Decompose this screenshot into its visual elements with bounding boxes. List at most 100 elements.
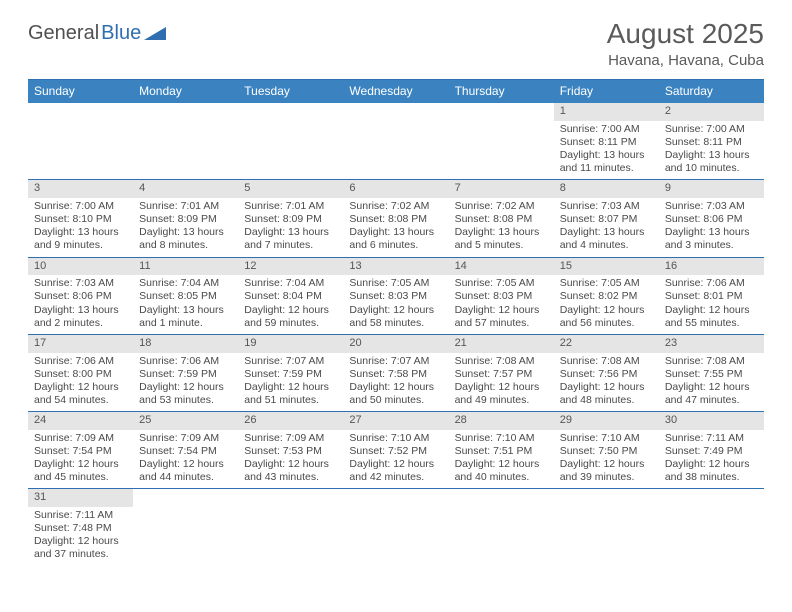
page-title: August 2025 <box>607 18 764 50</box>
day-number: 31 <box>28 489 133 507</box>
day-number: 16 <box>659 258 764 276</box>
week-row: .....1Sunrise: 7:00 AMSunset: 8:11 PMDay… <box>28 103 764 180</box>
day-cell: 29Sunrise: 7:10 AMSunset: 7:50 PMDayligh… <box>554 412 659 488</box>
day-number: 9 <box>659 180 764 198</box>
empty-cell: . <box>343 103 448 179</box>
title-block: August 2025 Havana, Havana, Cuba <box>607 18 764 69</box>
week-row: 24Sunrise: 7:09 AMSunset: 7:54 PMDayligh… <box>28 412 764 489</box>
day-details: Sunrise: 7:08 AMSunset: 7:56 PMDaylight:… <box>554 353 659 412</box>
day-cell: 23Sunrise: 7:08 AMSunset: 7:55 PMDayligh… <box>659 335 764 411</box>
day-number: 19 <box>238 335 343 353</box>
empty-cell: . <box>28 103 133 179</box>
day-number: 2 <box>659 103 764 121</box>
day-cell: 31Sunrise: 7:11 AMSunset: 7:48 PMDayligh… <box>28 489 133 565</box>
day-cell: 28Sunrise: 7:10 AMSunset: 7:51 PMDayligh… <box>449 412 554 488</box>
weekday-header: Sunday <box>28 80 133 103</box>
day-number: 18 <box>133 335 238 353</box>
day-cell: 7Sunrise: 7:02 AMSunset: 8:08 PMDaylight… <box>449 180 554 256</box>
day-details: Sunrise: 7:09 AMSunset: 7:54 PMDaylight:… <box>28 430 133 489</box>
day-cell: 24Sunrise: 7:09 AMSunset: 7:54 PMDayligh… <box>28 412 133 488</box>
day-details: Sunrise: 7:02 AMSunset: 8:08 PMDaylight:… <box>449 198 554 257</box>
day-cell: 30Sunrise: 7:11 AMSunset: 7:49 PMDayligh… <box>659 412 764 488</box>
day-cell: 15Sunrise: 7:05 AMSunset: 8:02 PMDayligh… <box>554 258 659 334</box>
day-cell: 8Sunrise: 7:03 AMSunset: 8:07 PMDaylight… <box>554 180 659 256</box>
day-cell: 25Sunrise: 7:09 AMSunset: 7:54 PMDayligh… <box>133 412 238 488</box>
day-cell: 1Sunrise: 7:00 AMSunset: 8:11 PMDaylight… <box>554 103 659 179</box>
day-number: 5 <box>238 180 343 198</box>
day-details: Sunrise: 7:06 AMSunset: 8:01 PMDaylight:… <box>659 275 764 334</box>
day-number: 27 <box>343 412 448 430</box>
empty-cell: . <box>133 489 238 565</box>
day-details: Sunrise: 7:11 AMSunset: 7:49 PMDaylight:… <box>659 430 764 489</box>
day-details: Sunrise: 7:09 AMSunset: 7:53 PMDaylight:… <box>238 430 343 489</box>
calendar: SundayMondayTuesdayWednesdayThursdayFrid… <box>28 79 764 566</box>
day-details: Sunrise: 7:00 AMSunset: 8:11 PMDaylight:… <box>554 121 659 180</box>
day-details: Sunrise: 7:06 AMSunset: 8:00 PMDaylight:… <box>28 353 133 412</box>
day-details: Sunrise: 7:10 AMSunset: 7:52 PMDaylight:… <box>343 430 448 489</box>
day-cell: 20Sunrise: 7:07 AMSunset: 7:58 PMDayligh… <box>343 335 448 411</box>
weekday-header-row: SundayMondayTuesdayWednesdayThursdayFrid… <box>28 80 764 103</box>
day-number: 3 <box>28 180 133 198</box>
day-cell: 22Sunrise: 7:08 AMSunset: 7:56 PMDayligh… <box>554 335 659 411</box>
weekday-header: Wednesday <box>343 80 448 103</box>
day-number: 24 <box>28 412 133 430</box>
empty-cell: . <box>449 489 554 565</box>
day-details: Sunrise: 7:03 AMSunset: 8:07 PMDaylight:… <box>554 198 659 257</box>
empty-cell: . <box>659 489 764 565</box>
day-cell: 4Sunrise: 7:01 AMSunset: 8:09 PMDaylight… <box>133 180 238 256</box>
day-details: Sunrise: 7:08 AMSunset: 7:55 PMDaylight:… <box>659 353 764 412</box>
day-cell: 21Sunrise: 7:08 AMSunset: 7:57 PMDayligh… <box>449 335 554 411</box>
weekday-header: Tuesday <box>238 80 343 103</box>
brand-part2: Blue <box>101 22 141 45</box>
weekday-header: Thursday <box>449 80 554 103</box>
day-details: Sunrise: 7:03 AMSunset: 8:06 PMDaylight:… <box>28 275 133 334</box>
day-number: 8 <box>554 180 659 198</box>
day-cell: 19Sunrise: 7:07 AMSunset: 7:59 PMDayligh… <box>238 335 343 411</box>
day-number: 6 <box>343 180 448 198</box>
week-row: 3Sunrise: 7:00 AMSunset: 8:10 PMDaylight… <box>28 180 764 257</box>
day-number: 4 <box>133 180 238 198</box>
day-number: 26 <box>238 412 343 430</box>
location: Havana, Havana, Cuba <box>607 52 764 69</box>
week-row: 10Sunrise: 7:03 AMSunset: 8:06 PMDayligh… <box>28 258 764 335</box>
day-number: 17 <box>28 335 133 353</box>
day-cell: 27Sunrise: 7:10 AMSunset: 7:52 PMDayligh… <box>343 412 448 488</box>
day-cell: 11Sunrise: 7:04 AMSunset: 8:05 PMDayligh… <box>133 258 238 334</box>
empty-cell: . <box>238 489 343 565</box>
day-details: Sunrise: 7:00 AMSunset: 8:11 PMDaylight:… <box>659 121 764 180</box>
day-details: Sunrise: 7:05 AMSunset: 8:03 PMDaylight:… <box>343 275 448 334</box>
week-row: 31Sunrise: 7:11 AMSunset: 7:48 PMDayligh… <box>28 489 764 565</box>
day-number: 21 <box>449 335 554 353</box>
day-details: Sunrise: 7:09 AMSunset: 7:54 PMDaylight:… <box>133 430 238 489</box>
day-cell: 5Sunrise: 7:01 AMSunset: 8:09 PMDaylight… <box>238 180 343 256</box>
day-details: Sunrise: 7:03 AMSunset: 8:06 PMDaylight:… <box>659 198 764 257</box>
day-details: Sunrise: 7:05 AMSunset: 8:03 PMDaylight:… <box>449 275 554 334</box>
day-details: Sunrise: 7:10 AMSunset: 7:51 PMDaylight:… <box>449 430 554 489</box>
day-cell: 26Sunrise: 7:09 AMSunset: 7:53 PMDayligh… <box>238 412 343 488</box>
empty-cell: . <box>238 103 343 179</box>
day-details: Sunrise: 7:04 AMSunset: 8:05 PMDaylight:… <box>133 275 238 334</box>
day-number: 30 <box>659 412 764 430</box>
day-cell: 14Sunrise: 7:05 AMSunset: 8:03 PMDayligh… <box>449 258 554 334</box>
day-details: Sunrise: 7:08 AMSunset: 7:57 PMDaylight:… <box>449 353 554 412</box>
day-details: Sunrise: 7:05 AMSunset: 8:02 PMDaylight:… <box>554 275 659 334</box>
day-number: 29 <box>554 412 659 430</box>
day-cell: 17Sunrise: 7:06 AMSunset: 8:00 PMDayligh… <box>28 335 133 411</box>
day-cell: 18Sunrise: 7:06 AMSunset: 7:59 PMDayligh… <box>133 335 238 411</box>
day-details: Sunrise: 7:07 AMSunset: 7:59 PMDaylight:… <box>238 353 343 412</box>
weekday-header: Saturday <box>659 80 764 103</box>
day-cell: 9Sunrise: 7:03 AMSunset: 8:06 PMDaylight… <box>659 180 764 256</box>
empty-cell: . <box>554 489 659 565</box>
day-number: 12 <box>238 258 343 276</box>
day-number: 1 <box>554 103 659 121</box>
day-number: 10 <box>28 258 133 276</box>
header: GeneralBlue August 2025 Havana, Havana, … <box>28 18 764 69</box>
day-number: 15 <box>554 258 659 276</box>
day-cell: 13Sunrise: 7:05 AMSunset: 8:03 PMDayligh… <box>343 258 448 334</box>
day-details: Sunrise: 7:00 AMSunset: 8:10 PMDaylight:… <box>28 198 133 257</box>
weeks-container: ..... 1Sunrise: 7:00 AMSunset: 8:11 PMDay… <box>28 103 764 566</box>
day-number: 23 <box>659 335 764 353</box>
day-details: Sunrise: 7:06 AMSunset: 7:59 PMDaylight:… <box>133 353 238 412</box>
empty-cell: . <box>133 103 238 179</box>
empty-cell: . <box>343 489 448 565</box>
